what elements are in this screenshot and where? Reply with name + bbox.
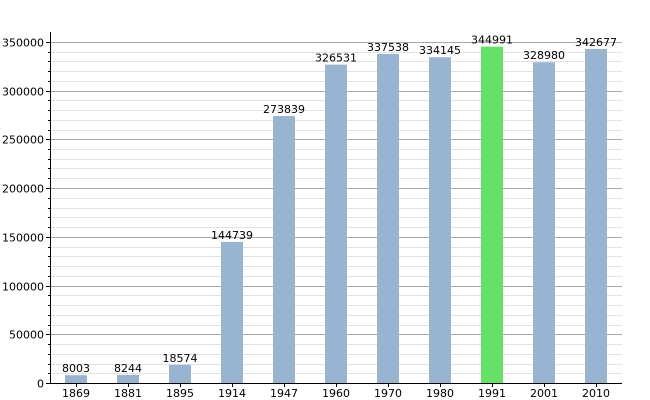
bar xyxy=(481,46,503,383)
axes xyxy=(46,32,622,387)
bar xyxy=(169,364,191,383)
y-tick-label: 250000 xyxy=(2,134,44,147)
x-tick-label: 1960 xyxy=(322,387,350,400)
data-label: 328980 xyxy=(523,49,565,62)
data-label: 273839 xyxy=(263,103,305,116)
bar xyxy=(273,116,295,384)
bar xyxy=(325,64,347,384)
bar xyxy=(429,57,451,384)
labels: 0 50000 100000 150000 200000 250000 300000 3500… xyxy=(2,34,617,400)
bars xyxy=(65,46,607,384)
x-tick-label: 1914 xyxy=(218,387,246,400)
y-tick-label: 300000 xyxy=(2,86,44,99)
y-tick-label: 200000 xyxy=(2,183,44,196)
bar xyxy=(377,53,399,383)
data-label: 334145 xyxy=(419,44,461,57)
data-label: 337538 xyxy=(367,41,409,54)
x-tick-label: 1895 xyxy=(166,387,194,400)
x-tick-label: 1991 xyxy=(478,387,506,400)
x-tick-label: 2001 xyxy=(530,387,558,400)
bar xyxy=(585,48,607,383)
data-label: 342677 xyxy=(575,36,617,49)
x-tick-label: 1881 xyxy=(114,387,142,400)
data-label: 326531 xyxy=(315,52,357,65)
data-label: 8244 xyxy=(114,362,142,375)
data-label: 144739 xyxy=(211,229,253,242)
x-tick-label: 1970 xyxy=(374,387,402,400)
x-tick-label: 2010 xyxy=(582,387,610,400)
y-tick-label: 150000 xyxy=(2,232,44,245)
bar xyxy=(65,375,87,383)
bar xyxy=(533,62,555,383)
x-tick-label: 1980 xyxy=(426,387,454,400)
y-tick-label: 0 xyxy=(37,378,44,391)
data-label: 344991 xyxy=(471,34,513,47)
y-tick-label: 50000 xyxy=(9,329,44,342)
x-tick-label: 1947 xyxy=(270,387,298,400)
x-tick-label: 1869 xyxy=(62,387,90,400)
bar xyxy=(117,374,139,383)
data-label: 8003 xyxy=(62,362,90,375)
y-tick-label: 350000 xyxy=(2,37,44,50)
data-label: 18574 xyxy=(163,352,198,365)
bar xyxy=(221,241,243,383)
y-tick-label: 100000 xyxy=(2,281,44,294)
